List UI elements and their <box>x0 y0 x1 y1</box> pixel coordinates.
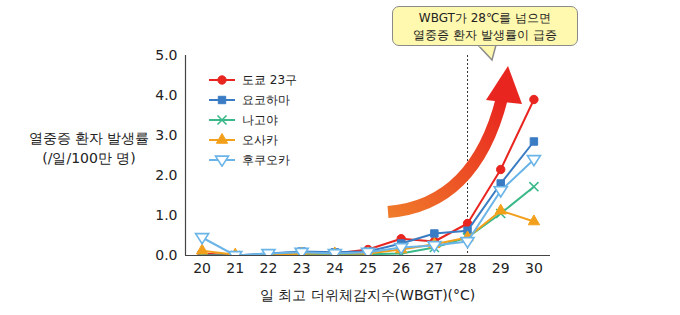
html-text:요코하마: 요코하마 <box>242 92 290 107</box>
svg-text:5.0: 5.0 <box>155 47 177 63</box>
html-text:열중증 환자 발생률 (/일/100만 명): 열중증 환자 발생률 (/일/100만 명) <box>28 130 150 166</box>
svg-text:0.0: 0.0 <box>155 247 177 263</box>
svg-text:25: 25 <box>359 260 377 276</box>
svg-text:27: 27 <box>425 260 443 276</box>
html-text:오사카: 오사카 <box>242 132 278 147</box>
svg-text:26: 26 <box>392 260 410 276</box>
svg-text:30: 30 <box>525 260 543 276</box>
svg-text:3.0: 3.0 <box>155 127 177 143</box>
svg-text:28: 28 <box>459 260 477 276</box>
svg-text:4.0: 4.0 <box>155 87 177 103</box>
svg-text:29: 29 <box>492 260 510 276</box>
svg-text:21: 21 <box>226 260 244 276</box>
html-text:후쿠오카: 후쿠오카 <box>242 152 290 167</box>
html-text:WBGT가 28℃를 넘으면 열중증 환자 발생률이 급증: WBGT가 28℃를 넘으면 열중증 환자 발생률이 급증 <box>413 11 557 42</box>
html-text:도쿄 23구: 도쿄 23구 <box>242 72 298 87</box>
html-text:나고야: 나고야 <box>242 112 278 127</box>
svg-text:24: 24 <box>326 260 344 276</box>
svg-text:1.0: 1.0 <box>155 207 177 223</box>
svg-text:23: 23 <box>293 260 311 276</box>
svg-text:2.0: 2.0 <box>155 167 177 183</box>
svg-text:22: 22 <box>260 260 278 276</box>
html-text:일 최고 더위체감지수(WBGT)(°C): 일 최고 더위체감지수(WBGT)(°C) <box>259 287 476 303</box>
svg-text:20: 20 <box>193 260 211 276</box>
